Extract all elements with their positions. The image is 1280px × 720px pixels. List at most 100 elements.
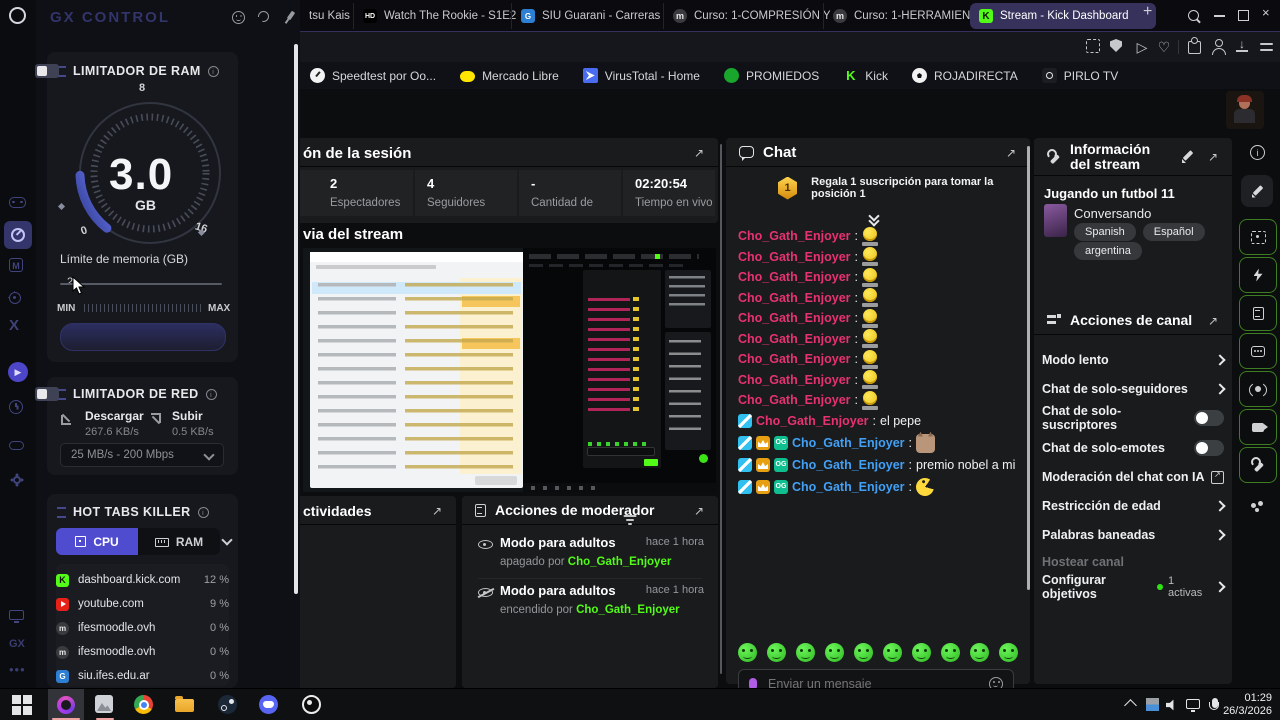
heart-icon[interactable] [1156,39,1172,55]
tray-chevron-icon[interactable] [1124,695,1146,715]
flow-cloud-icon[interactable] [9,437,27,455]
info-icon[interactable] [197,506,209,518]
gx-control-speedometer-icon[interactable] [4,221,32,249]
info-icon[interactable] [207,65,219,77]
extensions-puzzle-icon[interactable] [1188,37,1204,57]
tab-curso-herramientas[interactable]: Curso: 1-HERRAMIENTAS [823,3,986,29]
green-emote-icon[interactable] [796,643,815,662]
player-icon[interactable] [8,362,28,382]
bookmark-rojadirecta[interactable]: ROJADIRECTA [911,68,1018,83]
pin-icon[interactable] [284,10,298,25]
expand-icon[interactable] [1006,146,1016,160]
green-emote-icon[interactable] [970,643,989,662]
rail-edit-button[interactable] [1241,175,1273,207]
messenger-icon[interactable] [9,258,27,276]
shield-icon[interactable] [1110,39,1126,55]
drag-handle-icon[interactable] [57,388,66,400]
chat-scrollbar[interactable] [1027,146,1030,590]
chat-username[interactable]: Cho_Gath_Enjoyer [738,352,851,367]
tab-jujutsu[interactable]: tsu Kais [300,3,368,29]
taskbar-photos[interactable] [95,695,115,715]
expand-icon[interactable] [694,504,704,518]
close-button[interactable]: × [1262,5,1270,20]
maximize-button[interactable] [1238,8,1249,21]
hot-tab-row[interactable]: youtube.com 9 % [56,592,229,616]
bookmark-mercadolibre[interactable]: Mercado Libre [460,69,559,83]
bookmark-kick[interactable]: Kick [843,68,888,83]
aria-icon[interactable] [9,292,27,310]
tab-rookie[interactable]: Watch The Rookie - S1E2 [353,3,528,29]
expand-icon[interactable] [1208,150,1218,164]
taskbar-explorer[interactable] [175,695,195,715]
action-restriccion-edad[interactable]: Restricción de edad [1042,495,1226,517]
chevron-down-icon[interactable] [221,534,233,546]
chat-username[interactable]: Cho_Gath_Enjoyer [756,413,869,428]
green-emote-icon[interactable] [883,643,902,662]
chat-username[interactable]: Cho_Gath_Enjoyer [738,311,851,326]
bookmark-promiedos[interactable]: PROMIEDOS [723,68,819,83]
tab-curso-compresion[interactable]: Curso: 1-COMPRESIÓN Y [663,3,840,29]
drag-handle-icon[interactable] [57,506,66,518]
sidebar-setup-icon[interactable] [1260,41,1276,57]
toggle-off[interactable] [1194,410,1224,426]
rail-broadcast-button[interactable] [1239,371,1277,407]
green-emote-icon[interactable] [767,643,786,662]
net-toggle[interactable] [35,387,59,401]
expand-icon[interactable] [694,146,704,160]
rail-poll-icon[interactable] [1251,501,1265,513]
exp0and-icon[interactable] [432,504,442,518]
bookmark-pirlotv[interactable]: PIRLO TV [1041,68,1118,83]
green-emote-icon[interactable] [854,643,873,662]
ram-toggle[interactable] [35,64,59,78]
minimize-button[interactable] [1214,8,1225,17]
start-button[interactable] [12,695,32,715]
more-ellipsis-icon[interactable]: ••• [9,662,26,677]
hot-tab-row[interactable]: ifesmoodle.ovh 0 % [56,640,229,664]
taskbar-chrome[interactable] [134,695,154,715]
history-clock-icon[interactable] [9,400,27,418]
hot-tab-row[interactable]: ifesmoodle.ovh 0 % [56,616,229,640]
rail-camera-button[interactable] [1239,409,1277,445]
bookmark-speedtest[interactable]: Speedtest por Oo... [310,68,436,83]
chat-username[interactable]: Cho_Gath_Enjoyer [792,436,905,450]
green-emote-icon[interactable] [825,643,844,662]
scrollbar[interactable] [720,144,722,674]
monitor-icon[interactable] [9,610,27,628]
chat-username[interactable]: Cho_Gath_Enjoyer [738,229,851,244]
hot-tab-row[interactable]: dashboard.kick.com 12 % [56,568,229,592]
green-emote-icon[interactable] [738,643,757,662]
chat-username[interactable]: Cho_Gath_Enjoyer [792,458,905,473]
taskbar-opera-gx[interactable] [48,689,84,720]
action-palabras-baneadas[interactable]: Palabras baneadas [1042,524,1226,546]
action-configurar-objetivos[interactable]: Configurar objetivos 1 activas [1042,573,1226,601]
info-icon[interactable] [205,388,217,400]
bandwidth-dropdown[interactable]: 25 MB/s - 200 Mbps [60,443,224,467]
action-solo-seguidores[interactable]: Chat de solo-seguidores [1042,378,1226,400]
toggle-off[interactable] [1194,440,1224,456]
streamer-avatar[interactable] [1226,91,1264,129]
x-twitter-icon[interactable] [9,317,27,335]
profile-icon[interactable] [1212,39,1228,55]
screenshot-icon[interactable] [1086,39,1102,55]
gift-sub-banner[interactable]: 1 Regala 1 suscripción para tomar la pos… [726,170,1030,206]
volume-icon[interactable] [1166,695,1186,715]
share-play-icon[interactable] [1134,39,1150,55]
action-modo-lento[interactable]: Modo lento [1042,349,1226,371]
new-tab-button[interactable]: + [1143,3,1153,20]
tab-siu[interactable]: SIU Guarani - Carreras [511,3,680,29]
drag-handle-icon[interactable] [57,65,66,77]
taskbar-discord[interactable] [259,695,279,715]
category-thumbnail[interactable] [1044,204,1067,237]
ram-tab[interactable]: RAM [138,528,220,555]
gx-corner-gamepad-icon[interactable] [9,194,27,212]
cpu-tab[interactable]: CPU [56,528,138,555]
refresh-icon[interactable] [258,11,272,25]
chat-username[interactable]: Cho_Gath_Enjoyer [792,480,905,494]
ram-apply-button[interactable] [60,323,226,351]
memory-slider[interactable] [60,283,222,285]
chat-username[interactable]: Cho_Gath_Enjoyer [738,249,851,264]
action-moderacion-ia[interactable]: Moderación del chat con IA [1042,466,1224,488]
bookmark-virustotal[interactable]: VirusTotal - Home [582,68,700,83]
category-name[interactable]: Conversando [1074,206,1152,221]
tray-microphone-icon[interactable] [1208,695,1228,715]
